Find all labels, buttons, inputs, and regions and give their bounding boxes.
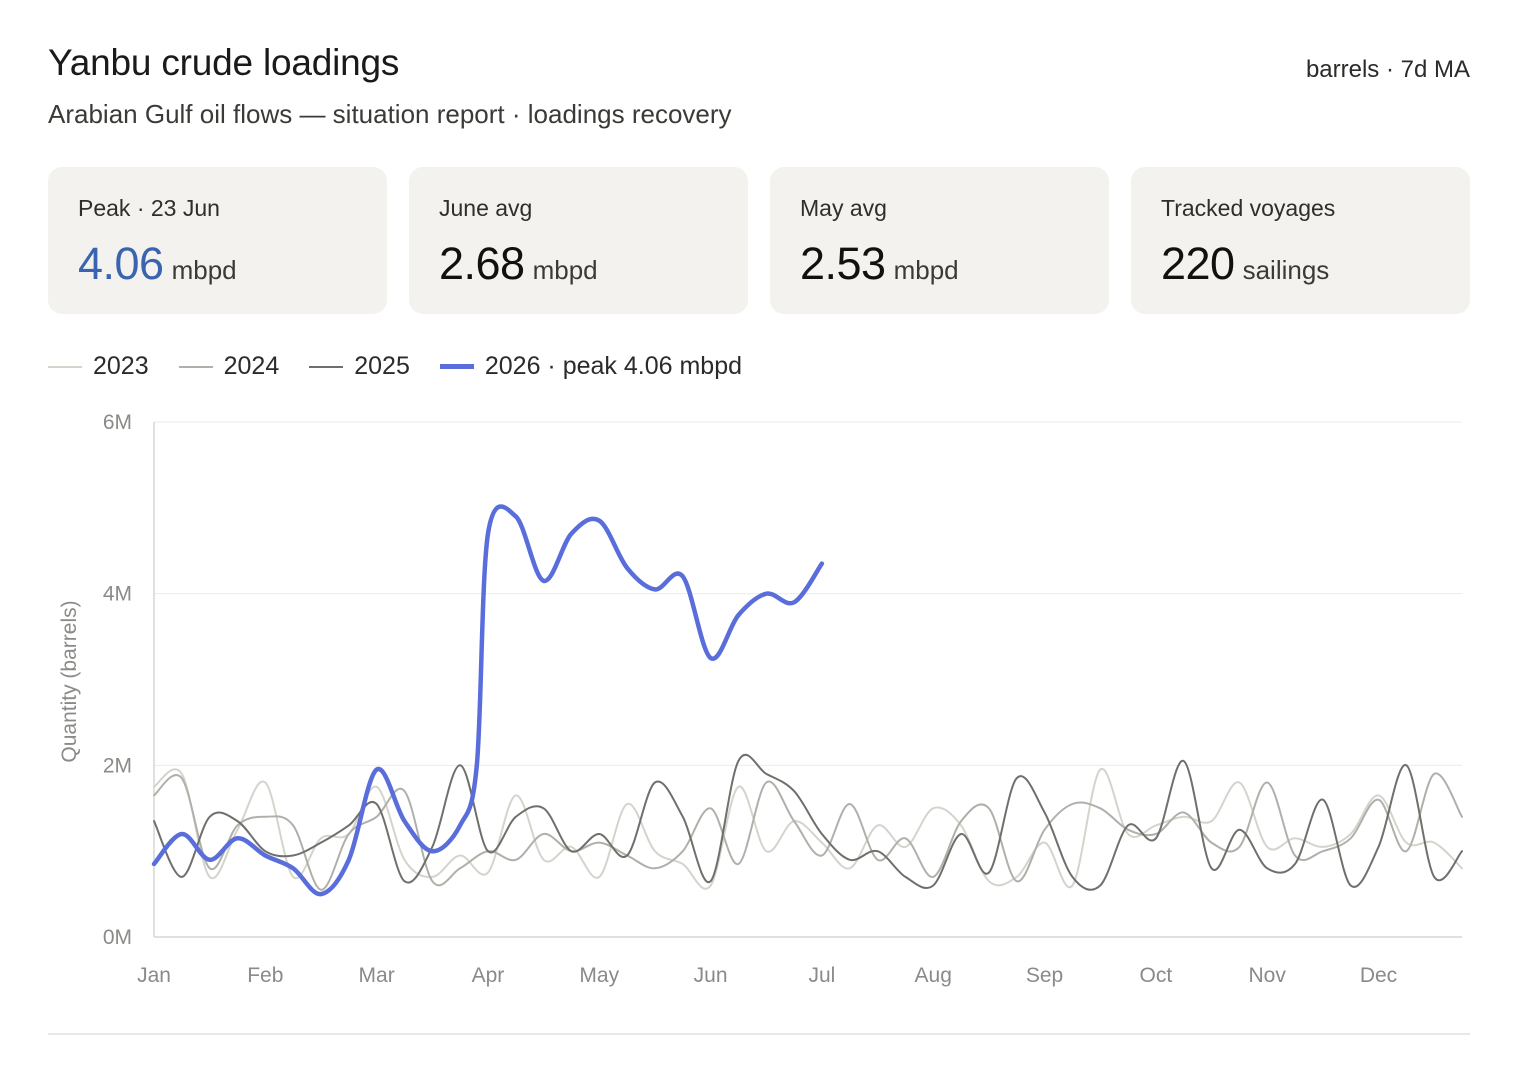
legend-label: 2024 xyxy=(223,352,280,380)
kpi-unit: mbpd xyxy=(171,255,237,285)
units-label: barrels · 7d MA xyxy=(1305,56,1470,83)
kpi-label: Tracked voyages xyxy=(1161,195,1336,221)
kpi-value: 2.68 xyxy=(439,238,525,289)
legend-item-2025[interactable]: 2025 xyxy=(309,352,410,381)
kpi-unit: mbpd xyxy=(532,255,598,285)
kpi-label: May avg xyxy=(800,195,887,221)
legend-item-2023[interactable]: 2023 xyxy=(48,352,149,381)
kpi-card-peak: Peak · 23 Jun 4.06 mbpd xyxy=(48,167,387,314)
legend-swatch xyxy=(309,365,344,368)
x-tick-label: Jul xyxy=(808,964,835,987)
kpi-label: June avg xyxy=(439,195,533,221)
x-tick-label: May xyxy=(579,964,619,987)
x-tick-label: Dec xyxy=(1360,964,1397,987)
y-tick-label: 0M xyxy=(103,926,132,949)
y-tick-label: 6M xyxy=(103,411,132,434)
kpi-value-row: 2.53 mbpd xyxy=(800,238,1079,290)
kpi-card-may-avg: May avg 2.53 mbpd xyxy=(770,167,1109,314)
x-tick-label: Mar xyxy=(359,964,395,987)
series-line-2023 xyxy=(153,768,1463,890)
legend-label: 2026 · peak 4.06 mbpd xyxy=(484,352,743,380)
kpi-value-row: 2.68 mbpd xyxy=(439,238,718,290)
legend-item-2024[interactable]: 2024 xyxy=(178,352,280,381)
footer-divider xyxy=(48,1033,1470,1035)
kpi-card-june-avg: June avg 2.68 mbpd xyxy=(409,167,748,314)
kpi-value: 220 xyxy=(1161,238,1235,289)
legend-swatch xyxy=(439,364,474,369)
series-line-2026 xyxy=(151,504,825,897)
kpi-value: 4.06 xyxy=(78,238,164,289)
series-line-2024 xyxy=(153,772,1463,891)
x-tick-label: Jan xyxy=(137,964,171,987)
x-tick-label: Apr xyxy=(472,964,505,987)
x-tick-label: Oct xyxy=(1140,964,1173,987)
legend-swatch xyxy=(48,365,82,368)
kpi-unit: sailings xyxy=(1242,255,1330,285)
kpi-label: Peak · 23 Jun xyxy=(78,195,220,221)
series-line-2025 xyxy=(153,753,1463,891)
chart-legend: 2023 2024 2025 2026 · peak 4.06 mbpd xyxy=(48,352,772,381)
legend-item-2026[interactable]: 2026 · peak 4.06 mbpd xyxy=(439,352,743,381)
kpi-cards: Peak · 23 Jun 4.06 mbpd June avg 2.68 mbpd… xyxy=(48,167,1470,314)
y-tick-label: 2M xyxy=(103,754,132,777)
kpi-card-tracked-voyages: Tracked voyages 220 sailings xyxy=(1131,167,1470,314)
y-axis-title: Quantity (barrels) xyxy=(58,600,81,762)
kpi-value-row: 4.06 mbpd xyxy=(78,238,357,290)
y-tick-label: 4M xyxy=(103,583,132,606)
legend-label: 2023 xyxy=(93,352,149,380)
x-tick-label: Aug xyxy=(915,964,952,987)
kpi-value: 2.53 xyxy=(800,238,886,289)
kpi-unit: mbpd xyxy=(893,255,959,285)
chart-title: Yanbu crude loadings xyxy=(48,42,400,83)
x-tick-label: Nov xyxy=(1249,964,1287,987)
kpi-value-row: 220 sailings xyxy=(1161,238,1440,290)
x-tick-label: Jun xyxy=(694,964,728,987)
x-tick-label: Feb xyxy=(247,964,283,987)
x-tick-label: Sep xyxy=(1026,964,1063,987)
legend-swatch xyxy=(178,365,213,368)
chart-subtitle: Arabian Gulf oil flows — situation repor… xyxy=(48,99,732,129)
legend-label: 2025 xyxy=(354,352,410,380)
line-chart: 0M 2M 4M 6M Jan Feb Mar Apr May Jun Jul Aug Sep Oct No… xyxy=(58,411,1463,987)
